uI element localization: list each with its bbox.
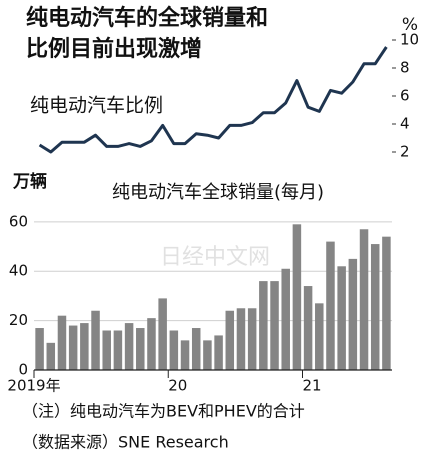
bar bbox=[370, 244, 380, 370]
bar bbox=[214, 335, 223, 370]
bar bbox=[270, 281, 279, 370]
watermark: 日经中文网 bbox=[160, 245, 270, 270]
bar bbox=[158, 298, 167, 370]
y-tick-label: 6 bbox=[400, 87, 410, 105]
y-tick-label: 20 bbox=[9, 311, 28, 329]
bar bbox=[203, 340, 212, 370]
bar bbox=[68, 325, 78, 370]
bar bbox=[113, 330, 123, 370]
bar bbox=[337, 266, 346, 370]
bar bbox=[124, 323, 134, 370]
y-tick-label: 40 bbox=[9, 262, 28, 280]
bar bbox=[169, 330, 179, 370]
share-line bbox=[38, 46, 388, 154]
bar bbox=[80, 323, 89, 370]
bar bbox=[147, 318, 156, 370]
y-tick-label: 0 bbox=[18, 361, 28, 379]
bar bbox=[57, 315, 67, 370]
bar bbox=[315, 303, 324, 370]
bar bbox=[35, 328, 44, 370]
y-tick-label: 60 bbox=[9, 212, 28, 230]
bar bbox=[292, 224, 302, 370]
chart-title: 纯电动汽车比例 bbox=[30, 95, 163, 117]
y-tick-label: 2 bbox=[400, 143, 410, 161]
bar bbox=[359, 229, 369, 370]
bar bbox=[225, 310, 235, 370]
x-tick-label: 20 bbox=[168, 377, 187, 395]
bar bbox=[259, 281, 268, 370]
bar bbox=[348, 258, 358, 370]
y-tick-label: 8 bbox=[400, 59, 410, 77]
title-line: 比例目前出现激增 bbox=[26, 36, 202, 62]
bar bbox=[102, 330, 111, 370]
bar bbox=[326, 241, 335, 370]
unit-label: % bbox=[402, 15, 418, 35]
bar bbox=[382, 236, 391, 370]
unit-label: 万辆 bbox=[12, 171, 47, 192]
title-line: 纯电动汽车的全球销量和 bbox=[26, 5, 268, 31]
chart-title: 纯电动汽车全球销量(每月) bbox=[112, 182, 324, 203]
note: （注）纯电动汽车为BEV和PHEV的合计 bbox=[22, 402, 305, 421]
bar bbox=[191, 328, 201, 370]
x-tick-label: 21 bbox=[303, 377, 322, 395]
bar bbox=[303, 286, 313, 370]
x-tick-label: 2019年 bbox=[7, 377, 60, 395]
bar bbox=[236, 308, 246, 370]
source: （数据来源）SNE Research bbox=[22, 433, 229, 452]
bar bbox=[91, 310, 100, 370]
bar bbox=[180, 340, 190, 370]
y-tick-label: 4 bbox=[400, 115, 410, 133]
y-tick-label: 10 bbox=[400, 31, 419, 49]
bar bbox=[281, 268, 290, 370]
bar bbox=[136, 328, 145, 370]
bar bbox=[247, 308, 257, 370]
bar bbox=[46, 342, 56, 370]
